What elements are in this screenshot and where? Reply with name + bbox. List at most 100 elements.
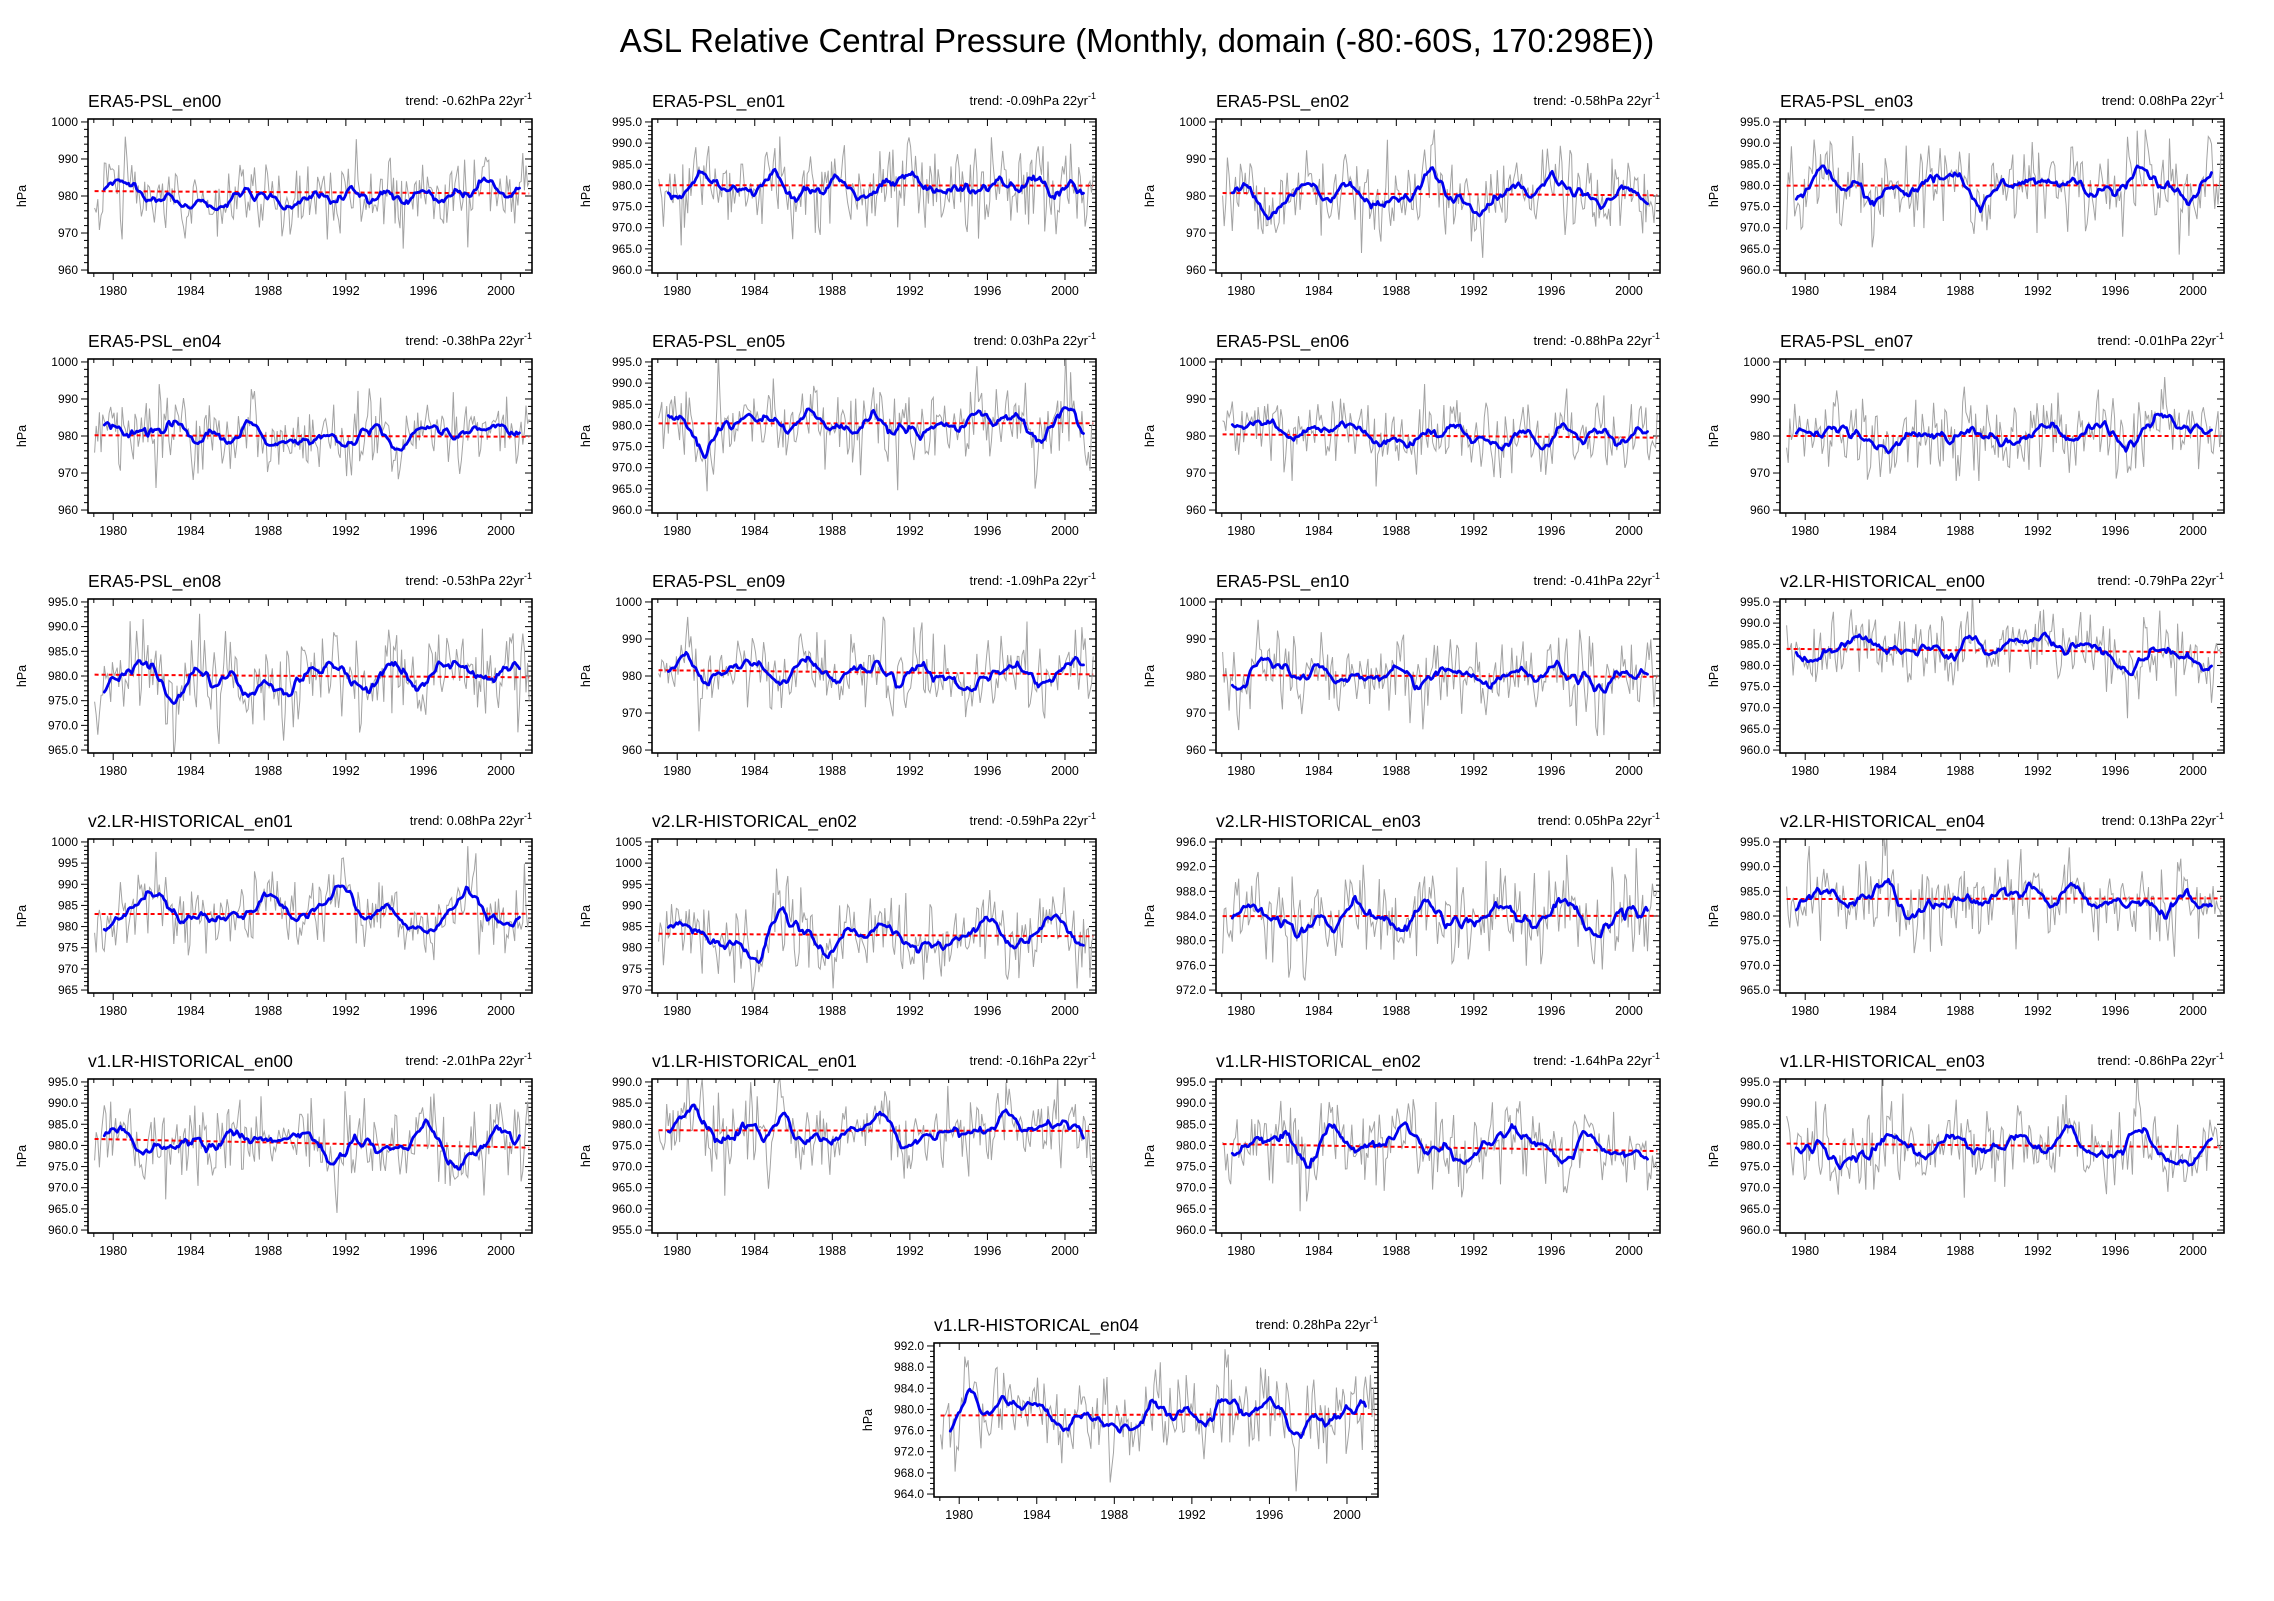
x-tick-label: 1992 — [1460, 1004, 1488, 1018]
x-tick-label: 1992 — [1178, 1508, 1206, 1522]
y-tick-label: 960 — [58, 503, 78, 517]
plot-axes — [1209, 599, 1660, 760]
chart-svg: v2.LR-HISTORICAL_en00 trend: -0.79hPa 22y… — [1707, 571, 2225, 778]
x-tick-label: 1984 — [741, 524, 769, 538]
y-tick-label: 960.0 — [612, 1202, 642, 1216]
x-tick-label: 1996 — [974, 1244, 1002, 1258]
y-tick-label: 985.0 — [48, 644, 78, 658]
y-tick-label: 960.0 — [1740, 263, 1770, 277]
panel: v2.LR-HISTORICAL_en02 trend: -0.59hPa 22y… — [574, 806, 1136, 1046]
plot-border — [1779, 838, 2225, 994]
smoothed-series-line — [102, 659, 521, 705]
y-tick-label: 995.0 — [48, 1075, 78, 1089]
y-tick-label: 990.0 — [1740, 1096, 1770, 1110]
y-tick-label: 960 — [1186, 503, 1206, 517]
y-tick-label: 970.0 — [1176, 1181, 1206, 1195]
plot-border — [1215, 598, 1661, 754]
y-axis-label: hPa — [579, 425, 593, 447]
y-tick-label: 975 — [58, 941, 78, 955]
x-tick-label: 2000 — [2179, 1004, 2207, 1018]
y-tick-label: 1000 — [1179, 355, 1206, 369]
y-tick-label: 980 — [58, 429, 78, 443]
x-tick-label: 1980 — [99, 284, 127, 298]
y-tick-label: 995.0 — [1176, 1075, 1206, 1089]
y-tick-label: 964.0 — [894, 1487, 924, 1501]
y-tick-label: 980.0 — [1176, 934, 1206, 948]
monthly-series-line — [94, 846, 530, 961]
panel: ERA5-PSL_en05 trend: 0.03hPa 22yr-1 995.0 9… — [574, 326, 1136, 566]
y-tick-label: 980.0 — [1740, 658, 1770, 672]
y-tick-label: 980 — [1186, 429, 1206, 443]
y-tick-label: 970.0 — [612, 461, 642, 475]
x-tick-label: 1996 — [410, 764, 438, 778]
panel-trend-label: trend: 0.05hPa 22yr-1 — [1538, 811, 1660, 828]
x-tick-label: 2000 — [487, 1004, 515, 1018]
panel: ERA5-PSL_en00 trend: -0.62hPa 22yr-1 1000 9… — [10, 86, 572, 326]
panel-title: v1.LR-HISTORICAL_en00 — [88, 1051, 293, 1072]
panel-title: ERA5-PSL_en07 — [1780, 331, 1913, 352]
trend-line — [94, 673, 530, 679]
y-tick-label: 1000 — [615, 595, 642, 609]
y-tick-label: 980.0 — [612, 178, 642, 192]
chart-svg: ERA5-PSL_en08 trend: -0.53hPa 22yr-1 995.0… — [15, 571, 533, 778]
smoothed-series-line — [102, 1118, 521, 1171]
y-tick-label: 995.0 — [612, 115, 642, 129]
panel-title: ERA5-PSL_en09 — [652, 571, 785, 592]
y-tick-label: 975.0 — [48, 1160, 78, 1174]
y-tick-label: 960 — [58, 263, 78, 277]
y-tick-label: 1000 — [1743, 355, 1770, 369]
x-tick-label: 1992 — [896, 284, 924, 298]
panel-title: ERA5-PSL_en08 — [88, 571, 221, 592]
y-tick-label: 970 — [622, 983, 642, 997]
panel: v2.LR-HISTORICAL_en01 trend: 0.08hPa 22yr… — [10, 806, 572, 1046]
trend-line — [658, 669, 1094, 676]
chart-svg: ERA5-PSL_en09 trend: -1.09hPa 22yr-1 1000 9… — [579, 571, 1097, 778]
panel-title: v2.LR-HISTORICAL_en02 — [652, 811, 857, 832]
x-tick-label: 1984 — [1305, 764, 1333, 778]
x-tick-label: 2000 — [1051, 1004, 1079, 1018]
y-tick-label: 965.0 — [612, 242, 642, 256]
y-tick-label: 985 — [58, 898, 78, 912]
trend-line — [1786, 647, 2222, 654]
x-tick-label: 1984 — [1305, 1004, 1333, 1018]
smoothed-series-line — [102, 419, 521, 452]
panel-row: v1.LR-HISTORICAL_en04 trend: 0.28hPa 22yr… — [0, 1310, 2274, 1550]
x-tick-label: 1980 — [99, 524, 127, 538]
x-tick-label: 1980 — [663, 284, 691, 298]
y-tick-label: 960.0 — [612, 503, 642, 517]
plot-border — [87, 358, 533, 514]
panel: v1.LR-HISTORICAL_en01 trend: -0.16hPa 22y… — [574, 1046, 1136, 1286]
x-tick-label: 1984 — [1869, 284, 1897, 298]
y-axis-label: hPa — [1143, 1145, 1157, 1167]
y-tick-label: 980 — [622, 669, 642, 683]
x-tick-label: 1984 — [1023, 1508, 1051, 1522]
plot-axes — [645, 839, 1096, 1000]
y-tick-label: 960.0 — [48, 1223, 78, 1237]
panel: v1.LR-HISTORICAL_en04 trend: 0.28hPa 22yr… — [856, 1310, 1418, 1550]
monthly-series-line — [658, 1079, 1094, 1196]
y-axis-label: hPa — [1707, 905, 1721, 927]
x-tick-label: 2000 — [1051, 284, 1079, 298]
trend-line — [1222, 674, 1658, 678]
y-tick-label: 990 — [622, 898, 642, 912]
y-tick-label: 975.0 — [1740, 200, 1770, 214]
y-tick-label: 1000 — [615, 856, 642, 870]
panel: ERA5-PSL_en09 trend: -1.09hPa 22yr-1 1000 9… — [574, 566, 1136, 806]
figure-title: ASL Relative Central Pressure (Monthly, … — [619, 22, 1655, 59]
chart-svg: ERA5-PSL_en06 trend: -0.88hPa 22yr-1 1000 9… — [1143, 331, 1661, 538]
plot-border — [651, 118, 1097, 274]
y-tick-label: 960.0 — [1740, 1223, 1770, 1237]
y-axis-label: hPa — [1143, 905, 1157, 927]
panel-title: ERA5-PSL_en02 — [1216, 91, 1349, 112]
panels-grid: ERA5-PSL_en00 trend: -0.62hPa 22yr-1 1000 9… — [0, 86, 2274, 1550]
y-tick-label: 990 — [58, 877, 78, 891]
x-tick-label: 1980 — [1791, 764, 1819, 778]
y-axis-label: hPa — [1707, 425, 1721, 447]
plot-border — [1215, 1078, 1661, 1234]
chart-svg: ERA5-PSL_en07 trend: -0.01hPa 22yr-1 1000 9… — [1707, 331, 2225, 538]
plot-border — [651, 358, 1097, 514]
x-tick-label: 1984 — [1305, 284, 1333, 298]
x-tick-label: 1996 — [2102, 1244, 2130, 1258]
trend-line — [940, 1412, 1376, 1417]
